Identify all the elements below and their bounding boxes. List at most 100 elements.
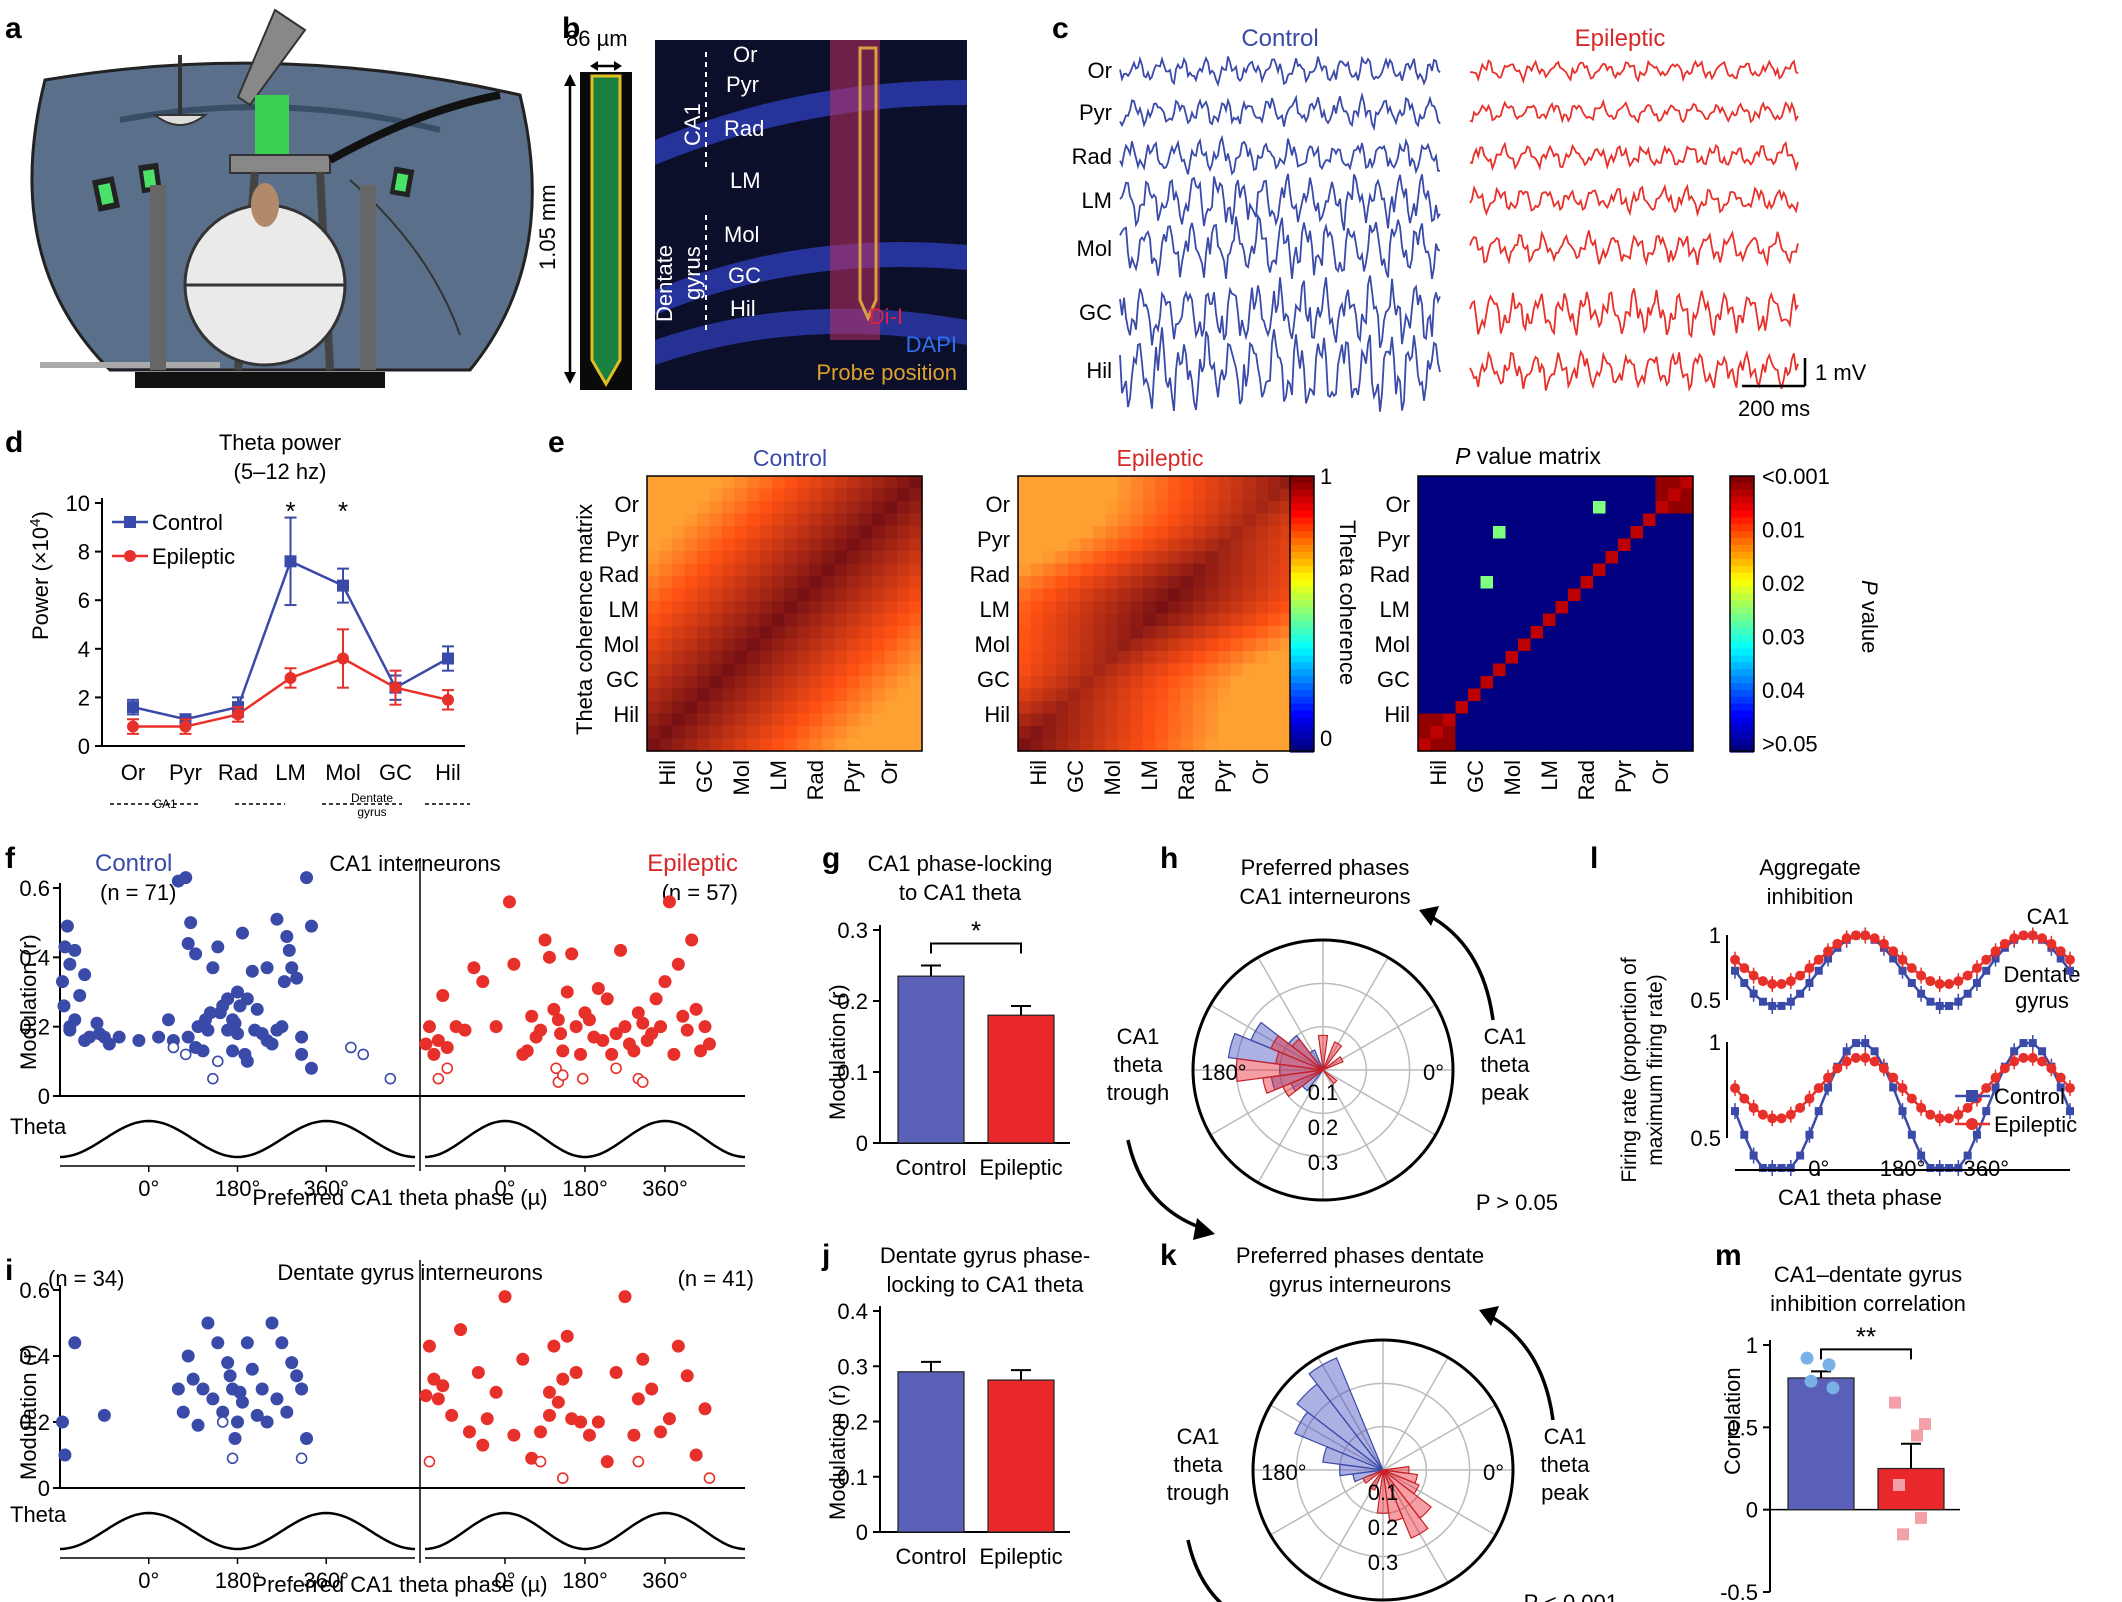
matrix-cell [1193,713,1207,727]
matrix-cell [822,601,836,615]
phase-tick-label: 360° [642,1176,688,1201]
region-ca1-label: CA1 [680,103,705,146]
colorbar-cell [1730,531,1754,539]
matrix-cell [1555,476,1569,490]
data-point-epileptic [1953,1109,1964,1120]
matrix-cell [1580,588,1594,602]
data-point-control [127,701,139,714]
matrix-cell [872,613,886,627]
matrix-cell [672,651,686,665]
trace-layer-rad: Rad [1072,144,1112,169]
polar-wedge-epileptic [1382,1465,1410,1475]
matrix-cell [1568,688,1582,702]
matrix-cell [809,476,823,490]
matrix-cell [1255,551,1269,565]
matrix-cell [847,501,861,515]
panel-letter-g: g [822,842,840,875]
colorbar-cell [1730,545,1754,553]
y-tick-label: 1 [1746,1333,1758,1358]
matrix-cell [1230,563,1244,577]
matrix-cell [647,701,661,715]
matrix-cell [1018,576,1032,590]
matrix-cell [1155,688,1169,702]
matrix-cell [1680,563,1694,577]
y-tick-label: 0.2 [837,989,868,1014]
matrix-cell [822,688,836,702]
matrix-cell [1468,713,1482,727]
trace-layer-lm: LM [1081,188,1112,213]
matrix-cell [709,676,723,690]
matrix-cell [1668,663,1682,677]
matrix-cell [847,563,861,577]
colorbar-pvalue [1729,475,1755,753]
matrix-cell [1030,726,1044,740]
matrix-cell [1643,713,1657,727]
significance-bracket [930,942,1022,954]
matrix-cell [1430,663,1444,677]
matrix-cell [1443,513,1457,527]
matrix-cell [1255,576,1269,590]
matrix-row-label-hil: Hil [1384,702,1410,727]
data-point-epileptic [627,1428,641,1442]
matrix-cell [1430,726,1444,740]
colorbar-cell [1730,683,1754,691]
data-point-epileptic [600,992,614,1006]
matrix-cell [1155,476,1169,490]
j-title1: Dentate gyrus phase- [880,1243,1090,1268]
matrix-cell [1130,638,1144,652]
matrix-cell [1155,488,1169,502]
matrix-cell [872,701,886,715]
matrix-cell [897,626,911,640]
colorbar-cell [1290,696,1314,705]
matrix-cell [1030,701,1044,715]
colorbar-cell [1290,565,1314,574]
matrix-cell [1618,601,1632,615]
colorbar-pvalue-tick: 0.04 [1762,678,1805,703]
matrix-cell [1643,526,1657,540]
matrix-cell [1418,651,1432,665]
matrix-cell [1268,613,1282,627]
matrix-cell [1255,513,1269,527]
polar-wedge-epileptic [1382,1469,1429,1539]
data-point-epileptic [1813,954,1824,965]
matrix-cell [847,588,861,602]
data-point-control [1786,997,1795,1006]
matrix-cell [1605,701,1619,715]
matrix-cell [1155,726,1169,740]
matrix-cell [697,663,711,677]
data-point-epileptic [1971,963,1982,974]
data-point-epileptic [471,1366,485,1379]
coherence-control-title: Control [753,445,827,471]
matrix-cell [1043,676,1057,690]
data-point-control [1917,1151,1926,1160]
data-point-control [58,940,72,954]
matrix-cell [1243,601,1257,615]
matrix-cell [1018,726,1032,740]
matrix-cell [1093,613,1107,627]
y-tick-label: 0.6 [19,1278,50,1303]
matrix-cell [684,513,698,527]
panel-b-probe-histology: 86 µm 1.05 mm Or Pyr Rad LM Mol GC Hil C… [535,26,967,390]
matrix-cell [1505,626,1519,640]
coherence-epileptic-title: Epileptic [1117,445,1204,471]
matrix-cell [1230,688,1244,702]
polar-wedge-epileptic [1322,1055,1344,1071]
matrix-cell [1030,613,1044,627]
matrix-row-label-hil: Hil [613,702,639,727]
data-point-control [1982,1107,1991,1116]
matrix-cell [1568,476,1582,490]
matrix-cell [1180,738,1194,752]
matrix-cell [1630,651,1644,665]
matrix-cell [1618,513,1632,527]
matrix-cell [1168,576,1182,590]
matrix-cell [1043,701,1057,715]
data-point-control [1800,1351,1814,1365]
matrix-cell [1418,701,1432,715]
data-point-epileptic [2027,930,2038,941]
data-point-open [534,1455,547,1468]
matrix-cell [1418,513,1432,527]
y-tick-label: 0.6 [19,876,50,901]
data-point-control [1740,1130,1749,1139]
matrix-cell [1505,476,1519,490]
data-point-epileptic [1860,930,1871,941]
